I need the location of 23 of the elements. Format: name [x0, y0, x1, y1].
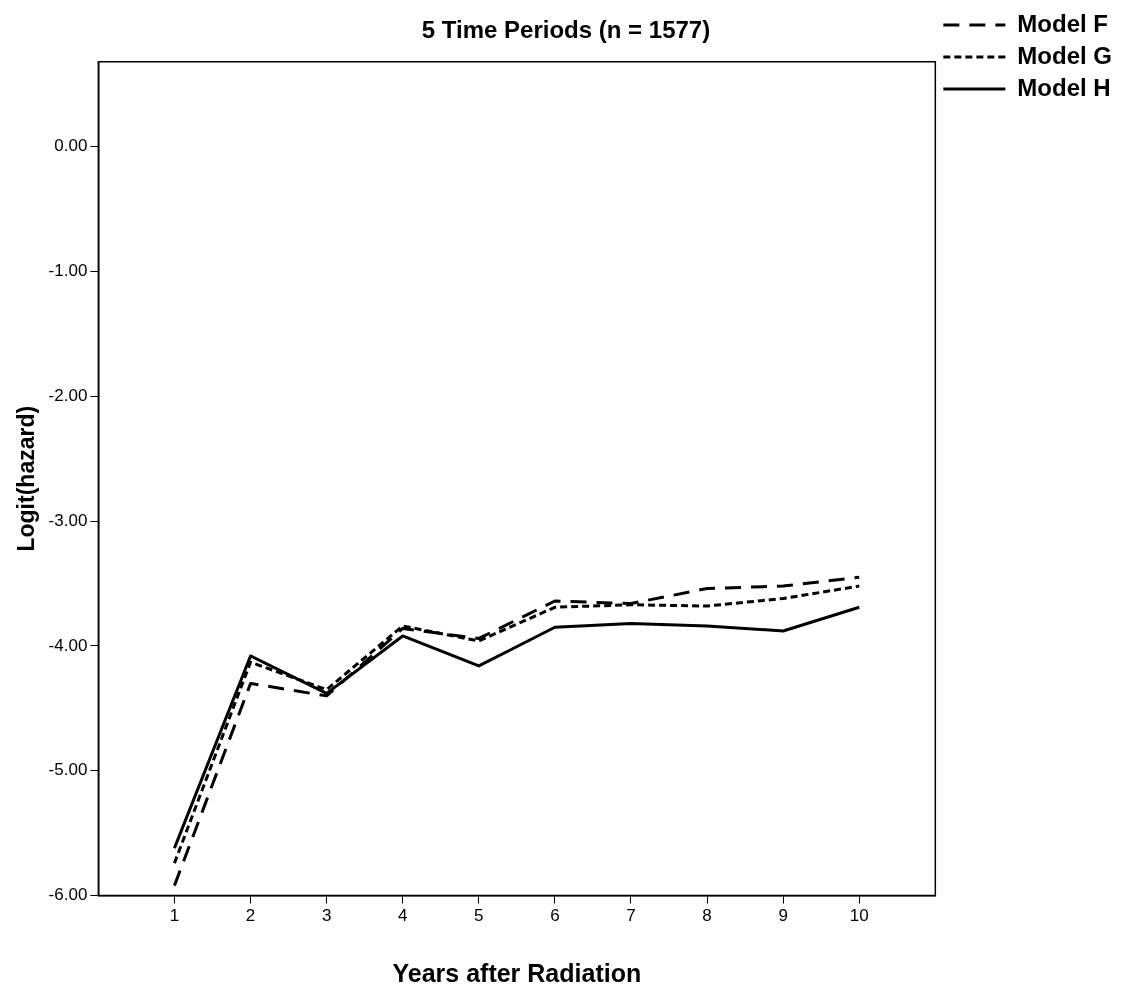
x-tick-label: 10	[849, 906, 869, 926]
x-tick-label: 2	[245, 906, 256, 926]
x-axis-title: Years after Radiation	[392, 958, 642, 987]
x-tick-label: 3	[321, 906, 332, 926]
y-tick-label: -1.00	[48, 261, 88, 281]
chart-title: 5 Time Periods (n = 1577)	[421, 16, 711, 44]
y-tick-label: -5.00	[48, 760, 88, 780]
y-axis-title: Logit(hazard)	[13, 405, 40, 552]
x-tick-label: 9	[778, 906, 788, 926]
y-tick-label: -6.00	[48, 885, 88, 905]
x-tick-label: 1	[169, 906, 180, 926]
x-tick-label: 7	[626, 906, 636, 926]
y-tick-label: 0.00	[54, 136, 88, 156]
x-tick-label: 5	[474, 906, 484, 926]
y-tick-label: -3.00	[48, 510, 88, 530]
x-tick-label: 6	[550, 906, 560, 926]
legend-label: Model G	[1017, 41, 1113, 69]
y-tick-label: -2.00	[48, 386, 88, 406]
x-tick-label: 8	[702, 906, 712, 926]
legend-label: Model H	[1017, 73, 1111, 101]
y-tick-label: -4.00	[48, 635, 88, 655]
x-tick-label: 4	[397, 906, 408, 926]
legend-label: Model F	[1017, 9, 1108, 37]
